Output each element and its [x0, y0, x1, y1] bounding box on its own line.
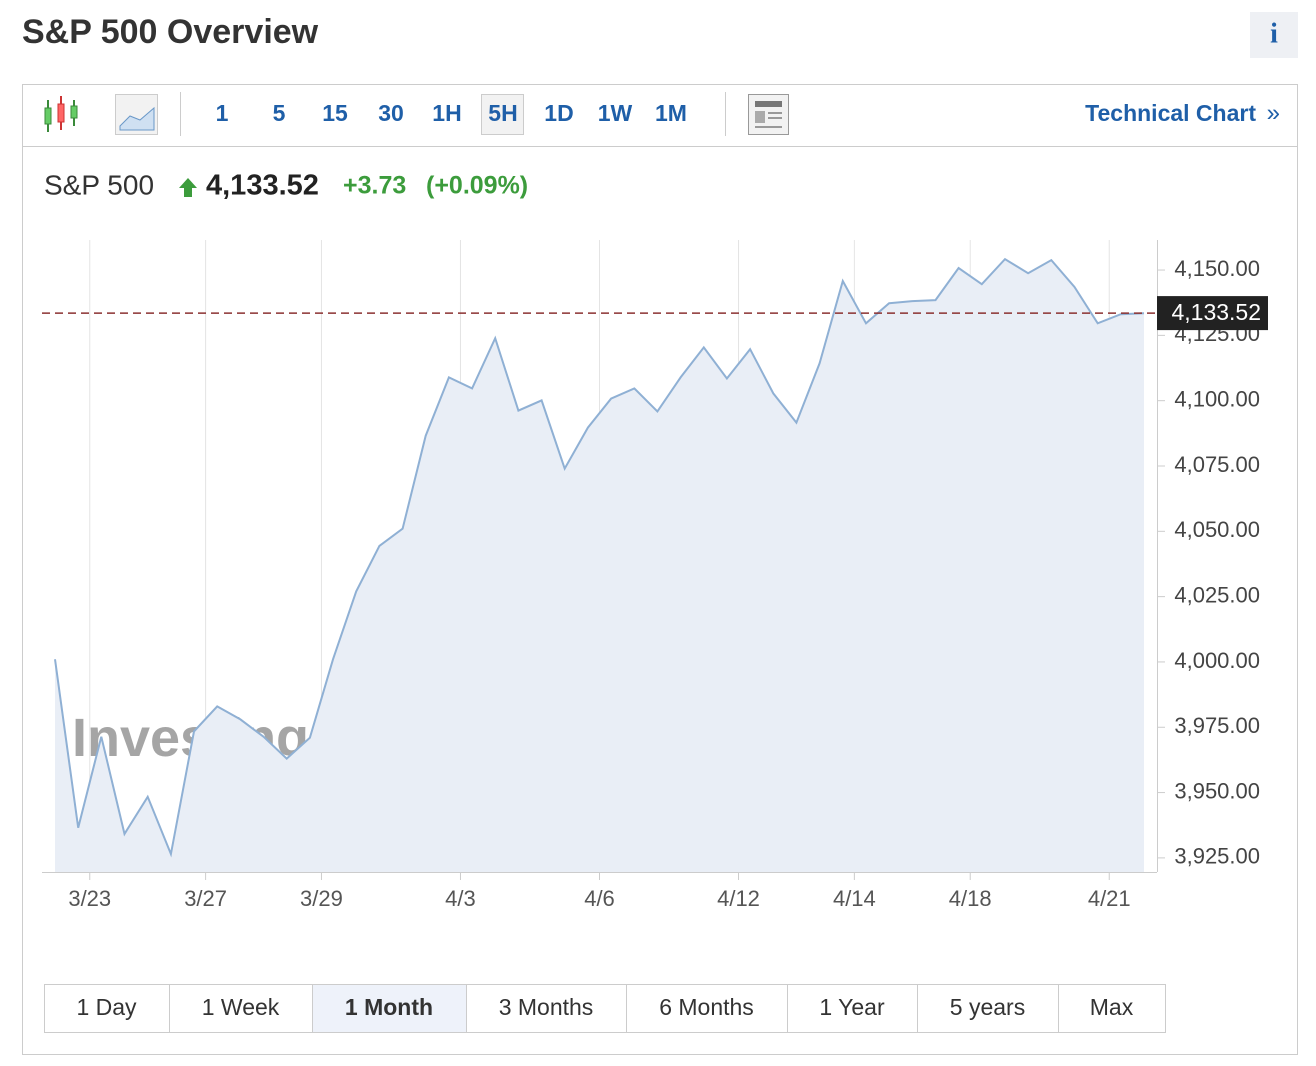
quote-change: +3.73 [343, 172, 406, 200]
info-button[interactable] [1250, 12, 1298, 58]
interval-button[interactable]: 1 [216, 100, 229, 126]
range-button[interactable] [1058, 984, 1166, 1033]
technical-chart-link[interactable]: Technical Chart [1085, 100, 1256, 126]
interval-button[interactable]: 5 [273, 100, 286, 126]
quote-name: S&P 500 [44, 169, 154, 200]
range-buttons: 1 Day 1 Week 1 Month 3 Months 6 Months 1 Year… [44, 984, 1166, 1033]
quote-price: 4,133.52 [206, 170, 319, 202]
range-button[interactable] [917, 984, 1059, 1033]
interval-button[interactable]: 5H [488, 100, 517, 126]
x-tick-label: 3/29 [300, 886, 343, 911]
candle-icon[interactable] [44, 96, 78, 132]
interval-button[interactable]: 1H [432, 100, 461, 126]
last-price-label: 4,133.52 [1171, 299, 1261, 325]
range-label[interactable]: 5 years [950, 994, 1025, 1020]
range-button[interactable] [626, 984, 788, 1033]
y-tick-label: 4,050.00 [1174, 517, 1260, 542]
quote-change-pct: (+0.09%) [426, 172, 528, 200]
y-tick-label: 4,025.00 [1174, 582, 1260, 607]
area-fill [55, 259, 1144, 873]
news-icon[interactable] [748, 94, 789, 135]
interval-button[interactable]: 1M [655, 100, 687, 126]
y-tick-label: 4,100.00 [1174, 386, 1260, 411]
range-label[interactable]: Max [1090, 994, 1134, 1020]
interval-selected[interactable] [481, 94, 524, 135]
chart: 3/23 3/27 3/29 4/3 4/6 4/12 4/14 4/18 4/21 3,925.… [42, 240, 1268, 911]
range-label[interactable]: 1 Year [819, 994, 885, 1020]
interval-button[interactable]: 1D [544, 100, 573, 126]
x-tick-label: 4/14 [833, 886, 876, 911]
range-label[interactable]: 1 Week [202, 994, 280, 1020]
range-label[interactable]: 6 Months [659, 994, 754, 1020]
y-tick-label: 4,075.00 [1174, 452, 1260, 477]
last-price-box [1157, 296, 1268, 331]
y-tick-label: 4,000.00 [1174, 648, 1260, 673]
y-tick-label: 3,925.00 [1174, 844, 1260, 869]
x-tick-label: 4/6 [584, 886, 615, 911]
interval-button[interactable]: 1W [598, 100, 633, 126]
y-tick-label: 4,150.00 [1174, 256, 1260, 281]
range-button[interactable] [787, 984, 918, 1033]
panel [22, 84, 1298, 1055]
technical-chart-icon[interactable]: » [1267, 99, 1280, 126]
range-label[interactable]: 3 Months [499, 994, 594, 1020]
x-tick-label: 3/27 [184, 886, 227, 911]
range-label[interactable]: 1 Day [76, 994, 137, 1020]
x-tick-label: 3/23 [68, 886, 111, 911]
info-icon[interactable]: i [1270, 18, 1278, 49]
range-label[interactable]: 1 Month [345, 994, 433, 1020]
x-tick-label: 4/3 [445, 886, 476, 911]
x-tick-label: 4/21 [1088, 886, 1131, 911]
price-line [54, 257, 1145, 858]
interval-button[interactable]: 30 [378, 100, 404, 126]
page-title: S&P 500 Overview [22, 13, 319, 51]
interval-button[interactable]: 15 [322, 100, 348, 126]
y-tick-label: 3,975.00 [1174, 713, 1260, 738]
x-tick-label: 4/18 [949, 886, 992, 911]
range-button[interactable] [466, 984, 627, 1033]
area-icon [119, 106, 155, 131]
y-tick-label: 3,950.00 [1174, 778, 1260, 803]
up-arrow [179, 178, 197, 197]
x-tick-label: 4/12 [717, 886, 760, 911]
